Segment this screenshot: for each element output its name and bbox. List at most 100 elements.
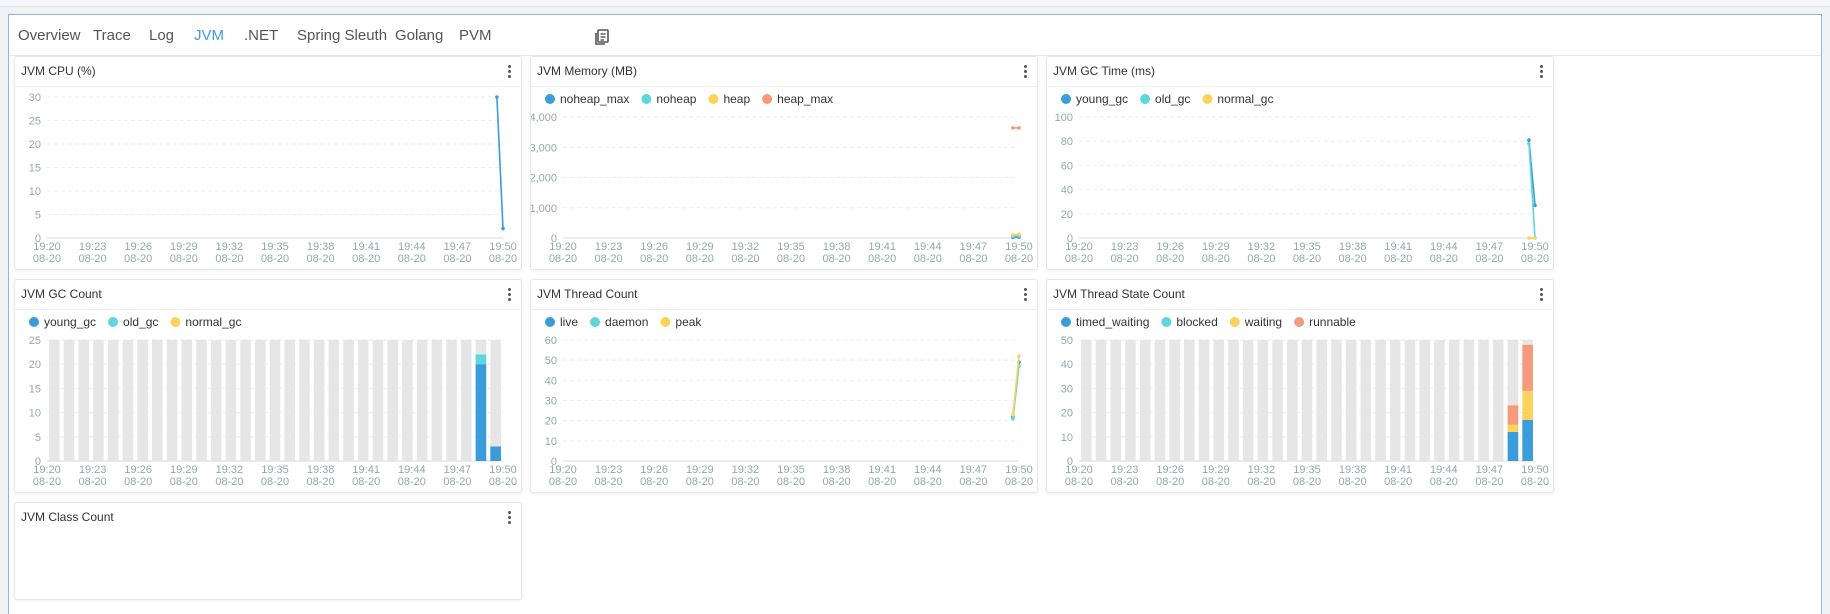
- x-tick-date: 08-20: [959, 476, 987, 488]
- bar-background: [64, 340, 75, 461]
- x-tick-date: 08-20: [352, 476, 380, 488]
- bar-background: [196, 340, 207, 461]
- legend-swatch: [29, 317, 39, 327]
- y-tick-label: 15: [29, 383, 41, 395]
- x-tick-date: 08-20: [868, 253, 896, 265]
- bar-background: [1390, 340, 1401, 461]
- bar-background: [1331, 340, 1342, 461]
- bar-background: [1287, 340, 1298, 461]
- y-tick-label: 30: [1061, 383, 1073, 395]
- bar-background: [417, 340, 428, 461]
- x-tick-date: 08-20: [398, 253, 426, 265]
- x-tick-time: 19:32: [732, 241, 760, 253]
- more-menu-icon[interactable]: [505, 509, 513, 527]
- x-tick-date: 08-20: [595, 253, 623, 265]
- y-tick-label: 30: [29, 92, 41, 104]
- x-tick-time: 19:41: [1384, 464, 1412, 476]
- x-tick-date: 08-20: [868, 476, 896, 488]
- data-point: [1533, 236, 1537, 240]
- x-tick-date: 08-20: [352, 253, 380, 265]
- x-tick-date: 08-20: [1156, 253, 1184, 265]
- y-tick-label: 15: [29, 163, 41, 175]
- x-tick-date: 08-20: [1005, 476, 1033, 488]
- bar-young_gc: [476, 364, 487, 461]
- bar-background: [240, 340, 251, 461]
- card-jvm-class-count: JVM Class Count: [14, 502, 522, 600]
- tab-log[interactable]: Log: [149, 27, 174, 44]
- y-tick-label: 30: [545, 396, 557, 408]
- data-point: [1017, 126, 1021, 130]
- legend-item-noheap_max: noheap_max: [545, 92, 629, 106]
- tab-spring-sleuth[interactable]: Spring Sleuth: [297, 27, 387, 44]
- y-tick-label: 50: [1061, 335, 1073, 347]
- legend-label: noheap: [656, 92, 696, 106]
- tab-dotnet[interactable]: .NET: [244, 27, 278, 44]
- x-tick-time: 19:50: [489, 241, 517, 253]
- x-tick-date: 08-20: [1293, 253, 1321, 265]
- x-tick-date: 08-20: [124, 476, 152, 488]
- legend-label: old_gc: [1155, 92, 1190, 106]
- x-tick-date: 08-20: [1065, 253, 1093, 265]
- y-tick-label: 20: [1061, 408, 1073, 420]
- x-tick-time: 19:50: [1521, 241, 1549, 253]
- legend-swatch: [170, 317, 180, 327]
- x-tick-date: 08-20: [1430, 476, 1458, 488]
- x-tick-date: 08-20: [1339, 476, 1367, 488]
- x-tick-date: 08-20: [549, 476, 577, 488]
- tab-overview[interactable]: Overview: [18, 27, 81, 44]
- bar-background: [137, 340, 148, 461]
- legend-item-runnable: runnable: [1294, 315, 1356, 329]
- y-tick-label: 20: [29, 139, 41, 151]
- x-tick-time: 19:50: [1005, 241, 1033, 253]
- tab-trace[interactable]: Trace: [93, 27, 131, 44]
- x-tick-time: 19:38: [823, 241, 851, 253]
- x-tick-date: 08-20: [1521, 253, 1549, 265]
- x-tick-time: 19:23: [1111, 241, 1139, 253]
- x-tick-date: 08-20: [1202, 476, 1230, 488]
- x-tick-date: 08-20: [549, 253, 577, 265]
- x-tick-time: 19:35: [1293, 464, 1321, 476]
- y-tick-label: 20: [545, 416, 557, 428]
- legend-swatch: [1140, 94, 1150, 104]
- x-tick-time: 19:35: [261, 241, 289, 253]
- bar-background: [1449, 340, 1460, 461]
- y-tick-label: 20: [29, 359, 41, 371]
- x-tick-date: 08-20: [307, 476, 335, 488]
- x-tick-date: 08-20: [215, 253, 243, 265]
- legend-item-heap: heap: [708, 92, 750, 106]
- x-tick-date: 08-20: [79, 253, 107, 265]
- tab-bar: Overview Trace Log JVM .NET Spring Sleut…: [9, 15, 1821, 56]
- bar-background: [1478, 340, 1489, 461]
- tab-jvm[interactable]: JVM: [194, 27, 224, 44]
- x-tick-time: 19:38: [1339, 241, 1367, 253]
- legend-item-timed_waiting: timed_waiting: [1061, 315, 1149, 329]
- legend-swatch: [108, 317, 118, 327]
- x-tick-date: 08-20: [443, 476, 471, 488]
- x-tick-date: 08-20: [640, 476, 668, 488]
- tab-golang[interactable]: Golang: [395, 27, 443, 44]
- data-point: [1011, 233, 1015, 237]
- x-tick-time: 19:35: [1293, 241, 1321, 253]
- x-tick-date: 08-20: [1293, 476, 1321, 488]
- legend-item-live: live: [545, 315, 578, 329]
- y-tick-label: 3,000: [531, 142, 557, 154]
- x-tick-date: 08-20: [595, 476, 623, 488]
- legend-swatch: [545, 94, 555, 104]
- tab-pvm[interactable]: PVM: [459, 27, 492, 44]
- y-tick-label: 60: [1061, 160, 1073, 172]
- x-tick-time: 19:20: [1065, 241, 1093, 253]
- x-tick-date: 08-20: [1521, 476, 1549, 488]
- x-tick-time: 19:44: [1430, 464, 1458, 476]
- x-tick-time: 19:50: [489, 464, 517, 476]
- x-tick-date: 08-20: [1339, 253, 1367, 265]
- x-tick-time: 19:32: [732, 464, 760, 476]
- bar-background: [373, 340, 384, 461]
- x-tick-date: 08-20: [731, 253, 759, 265]
- x-tick-date: 08-20: [777, 253, 805, 265]
- copy-icon[interactable]: [593, 28, 611, 46]
- y-tick-label: 5: [35, 210, 41, 222]
- x-tick-time: 19:23: [79, 241, 107, 253]
